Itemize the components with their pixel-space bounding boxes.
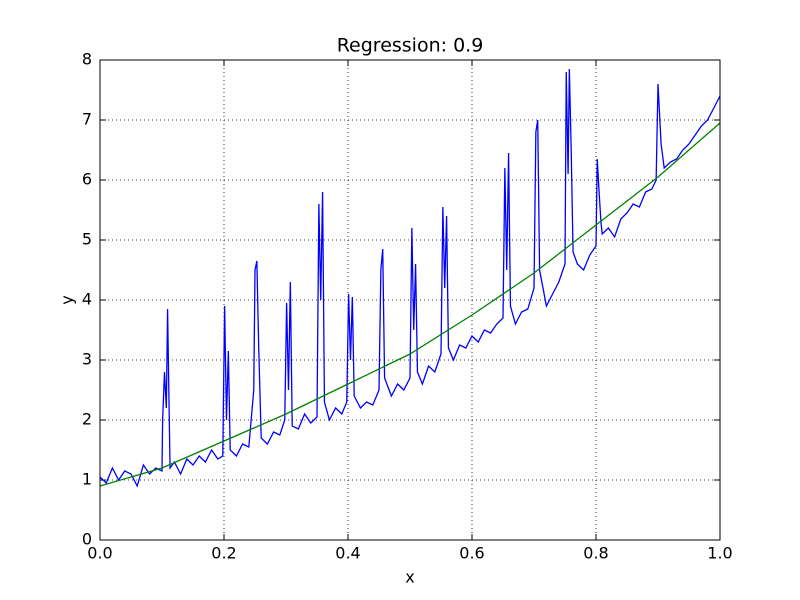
x-tick-label: 0.0: [87, 544, 112, 563]
data-line: [99, 68, 721, 488]
plot-frame: [99, 59, 721, 541]
x-tick-label: 0.8: [583, 544, 608, 563]
chart-title: Regression: 0.9: [337, 35, 484, 57]
x-tick-label: 0.6: [459, 544, 484, 563]
y-tick-label: 4: [82, 290, 92, 309]
y-tick-label: 7: [82, 110, 92, 129]
x-axis-label: x: [405, 568, 414, 587]
y-tick-label: 8: [82, 50, 92, 69]
y-tick-label: 2: [82, 410, 92, 429]
x-tick-label: 0.2: [211, 544, 236, 563]
x-tick-label: 1.0: [707, 544, 732, 563]
y-tick-label: 3: [82, 350, 92, 369]
y-tick-label: 6: [82, 170, 92, 189]
y-tick-label: 1: [82, 470, 92, 489]
y-axis-label: y: [58, 295, 77, 304]
x-tick-label: 0.4: [335, 544, 360, 563]
data-line: [99, 122, 721, 487]
y-tick-label: 0: [82, 530, 92, 549]
y-tick-label: 5: [82, 230, 92, 249]
